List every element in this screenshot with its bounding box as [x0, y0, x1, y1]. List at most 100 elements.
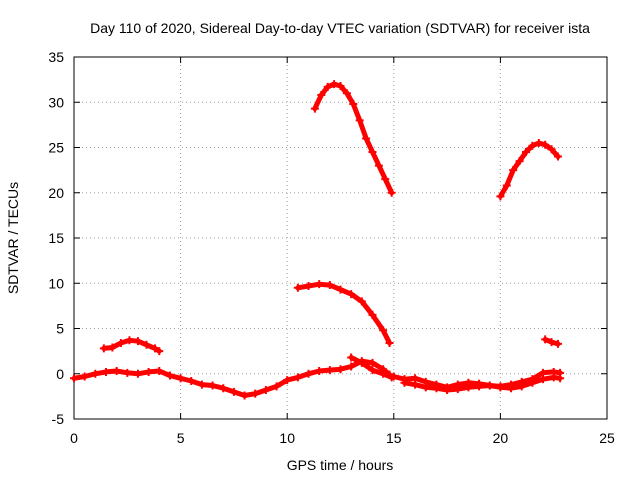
data-point	[528, 378, 537, 387]
series-trace	[295, 281, 392, 346]
data-point	[208, 381, 217, 390]
data-point	[347, 290, 356, 299]
x-tick-label: 20	[493, 430, 509, 446]
series-sat-c-mid	[293, 280, 394, 347]
series-baseline-d	[400, 373, 565, 395]
data-point	[197, 380, 206, 389]
data-point	[387, 188, 396, 197]
y-tick-label: 5	[56, 321, 64, 337]
data-point	[502, 181, 511, 190]
data-point	[357, 297, 366, 306]
y-tick-label: 15	[48, 230, 64, 246]
data-marks	[70, 80, 565, 400]
data-point	[349, 100, 358, 109]
x-tick-label: 10	[279, 430, 295, 446]
y-tick-label: -5	[52, 411, 65, 427]
data-point	[133, 337, 142, 346]
series-sat-a-high	[310, 80, 396, 197]
data-point	[155, 367, 164, 376]
y-tick-label: 0	[56, 366, 64, 382]
data-point	[411, 380, 420, 389]
data-point	[91, 369, 100, 378]
x-tick-label: 5	[177, 430, 185, 446]
y-axis-label: SDTVAR / TECUs	[5, 182, 21, 294]
y-tick-label: 35	[48, 49, 64, 65]
data-point	[443, 386, 452, 395]
data-point	[293, 373, 302, 382]
data-point	[347, 353, 356, 362]
data-point	[541, 140, 550, 149]
data-point	[362, 134, 371, 143]
data-point	[464, 383, 473, 392]
x-axis-label: GPS time / hours	[287, 457, 394, 473]
data-point	[347, 362, 356, 371]
data-point	[133, 369, 142, 378]
grid-lines	[74, 57, 607, 419]
data-point	[556, 374, 565, 383]
data-point	[336, 365, 345, 374]
data-point	[112, 367, 121, 376]
data-point	[293, 283, 302, 292]
data-point	[342, 89, 351, 98]
plot-frame	[73, 56, 608, 420]
data-point	[534, 138, 543, 147]
data-point	[219, 384, 228, 393]
x-tick-label: 15	[386, 430, 402, 446]
series-trace	[71, 358, 392, 398]
data-point	[176, 374, 185, 383]
data-point	[496, 192, 505, 201]
data-point	[368, 148, 377, 157]
data-point	[310, 104, 319, 113]
data-point	[381, 175, 390, 184]
data-point	[261, 386, 270, 395]
data-point	[541, 335, 550, 344]
data-point	[515, 157, 524, 166]
data-point	[357, 358, 366, 367]
data-point	[507, 384, 516, 393]
data-point	[187, 376, 196, 385]
data-point	[125, 336, 134, 345]
data-point	[315, 280, 324, 289]
chart-title: Day 110 of 2020, Sidereal Day-to-day VTE…	[90, 20, 590, 36]
data-point	[272, 382, 281, 391]
y-tick-label: 20	[48, 185, 64, 201]
data-point	[99, 344, 108, 353]
data-point	[116, 338, 125, 347]
data-point	[323, 82, 332, 91]
series-sat-d-mid	[99, 336, 164, 356]
data-point	[330, 80, 339, 89]
data-point	[547, 338, 556, 347]
data-point	[108, 343, 117, 352]
data-point	[304, 281, 313, 290]
data-point	[240, 391, 249, 400]
data-point	[317, 91, 326, 100]
data-point	[251, 389, 260, 398]
series-trace	[497, 140, 561, 199]
data-point	[315, 367, 324, 376]
data-point	[336, 81, 345, 90]
data-point	[509, 166, 518, 175]
data-point	[421, 383, 430, 392]
data-point	[336, 285, 345, 294]
data-point	[379, 369, 388, 378]
x-tick-label: 0	[70, 430, 78, 446]
data-point	[80, 372, 89, 381]
data-point	[304, 369, 313, 378]
y-tick-label: 30	[48, 94, 64, 110]
axis-ticks: 0 5 10 15 20 25 -5 0 5 10 15 20 25 30 35	[48, 49, 615, 446]
data-point	[325, 281, 334, 290]
data-point	[547, 145, 556, 154]
data-point	[355, 116, 364, 125]
series-baseline-a	[70, 357, 394, 400]
data-point	[400, 378, 409, 387]
data-point	[283, 376, 292, 385]
data-point	[70, 374, 78, 383]
data-point	[368, 310, 377, 319]
data-point	[368, 358, 377, 367]
y-tick-label: 10	[48, 275, 64, 291]
data-point	[144, 367, 153, 376]
data-point	[229, 387, 238, 396]
data-point	[553, 339, 562, 348]
data-point	[496, 383, 505, 392]
